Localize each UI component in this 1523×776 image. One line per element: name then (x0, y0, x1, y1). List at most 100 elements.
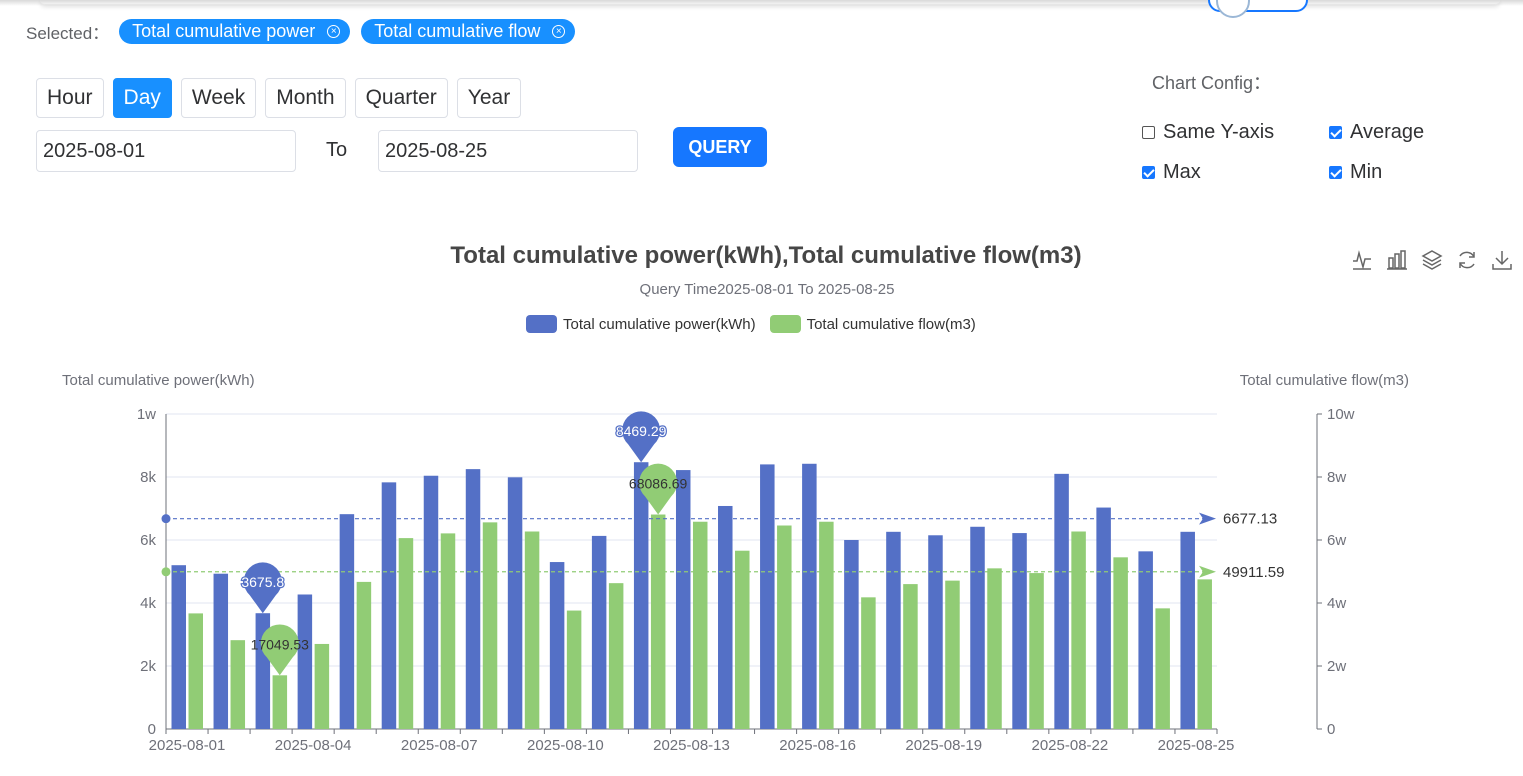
legend-label: Total cumulative flow(m3) (806, 315, 976, 333)
average-power-arrow (1199, 512, 1216, 525)
close-circle-icon[interactable]: × (327, 24, 341, 38)
average-flow-start-dot (161, 567, 171, 577)
bar-power (1096, 507, 1111, 729)
period-day-button[interactable]: Day (112, 78, 172, 118)
bar-flow (650, 514, 666, 729)
x-tick-label: 2025-08-19 (905, 737, 982, 754)
bar-flow (987, 568, 1002, 729)
min-flow-pin (260, 624, 299, 676)
legend-swatch (526, 315, 557, 333)
y-right-tick-label: 4w (1327, 595, 1346, 612)
y-left-tick-label: 0 (148, 721, 156, 738)
bar-power (760, 464, 775, 729)
checkbox-label: Min (1350, 161, 1383, 183)
period-quarter-button[interactable]: Quarter (354, 78, 448, 118)
max-flow-pin (639, 463, 678, 515)
max-checkbox[interactable]: Max (1142, 161, 1201, 184)
y-right-tick-label: 8w (1327, 469, 1346, 486)
bar-flow (188, 613, 203, 729)
tag-label: Total cumulative flow (374, 20, 541, 41)
legend-item-power[interactable]: Total cumulative power(kWh) (526, 315, 756, 333)
bar-flow (903, 584, 918, 729)
checkbox-box[interactable] (1329, 126, 1342, 139)
bar-flow (566, 610, 582, 729)
bar-flow (356, 581, 372, 729)
bar-power (1054, 473, 1069, 729)
bar-power (970, 526, 985, 729)
download-icon[interactable] (1490, 248, 1514, 272)
x-tick-label: 2025-08-04 (275, 737, 352, 754)
start-date-input[interactable]: 2025-08-01 (36, 130, 296, 172)
bar-flow (692, 521, 708, 729)
period-year-button[interactable]: Year (456, 78, 522, 118)
min-checkbox[interactable]: Min (1329, 161, 1382, 184)
bar-flow (272, 675, 288, 729)
bar-flow (945, 580, 960, 729)
y-left-tick-label: 2k (140, 658, 156, 675)
same-y-axis-checkbox[interactable]: Same Y-axis (1142, 121, 1274, 144)
legend-item-flow[interactable]: Total cumulative flow(m3) (769, 315, 976, 333)
selected-tags-row: Selected： Total cumulative power × Total… (26, 18, 586, 44)
x-tick-label: 2025-08-10 (527, 737, 604, 754)
tag-total-cumulative-flow[interactable]: Total cumulative flow × (361, 18, 576, 44)
bar-flow (777, 525, 792, 729)
chart-legend: Total cumulative power(kWh) Total cumula… (526, 315, 990, 333)
stack-icon[interactable] (1420, 248, 1444, 272)
y-left-tick-label: 6k (140, 532, 156, 549)
bar-flow (1155, 608, 1170, 729)
bar-power (844, 540, 859, 729)
period-hour-button[interactable]: Hour (36, 78, 104, 118)
average-checkbox[interactable]: Average (1329, 121, 1424, 144)
bar-power (886, 531, 901, 729)
bar-chart-icon[interactable] (1385, 248, 1409, 272)
y-right-tick-label: 10w (1327, 406, 1355, 423)
bar-flow (1071, 531, 1086, 729)
chart-subtitle: Query Time2025-08-01 To 2025-08-25 (639, 281, 895, 298)
min-flow-label: 17049.53 (251, 636, 310, 652)
x-tick-label: 2025-08-07 (401, 737, 478, 754)
max-power-label: 8469.29 (616, 423, 667, 439)
period-week-button[interactable]: Week (180, 78, 257, 118)
bar-flow (1197, 579, 1212, 729)
tag-total-cumulative-power[interactable]: Total cumulative power × (119, 18, 351, 44)
y-left-axis-title: Total cumulative power(kWh) (62, 372, 255, 389)
checkbox-box[interactable] (1142, 166, 1155, 179)
bar-power (213, 573, 229, 729)
bar-power (423, 475, 439, 729)
query-button[interactable]: QUERY (673, 127, 767, 167)
bar-flow (482, 522, 498, 729)
bar-power (339, 514, 355, 729)
min-power-label: 3675.8 (241, 574, 284, 590)
bar-power (675, 470, 691, 729)
refresh-icon[interactable] (1455, 248, 1479, 272)
checkbox-box[interactable] (1142, 126, 1155, 139)
y-left-tick-label: 1w (137, 406, 156, 423)
bar-power (718, 505, 733, 729)
mode-toggle[interactable] (1208, 0, 1308, 18)
legend-swatch (769, 315, 801, 333)
bar-power (507, 477, 523, 729)
to-label: To (326, 139, 348, 161)
checkbox-label: Max (1163, 161, 1201, 183)
period-selector: Hour Day Week Month Quarter Year (36, 78, 530, 118)
bar-power (549, 562, 565, 729)
average-flow-label: 49911.59 (1223, 564, 1284, 581)
bar-power (171, 565, 186, 729)
end-date-input[interactable]: 2025-08-25 (378, 130, 638, 172)
bar-power (297, 594, 313, 729)
close-circle-icon[interactable]: × (552, 24, 566, 38)
bar-flow (398, 538, 414, 729)
chart-toolbox (1350, 248, 1523, 272)
top-panel-edge (40, 0, 1500, 5)
selected-label: Selected： (26, 23, 110, 43)
y-right-tick-label: 0 (1327, 721, 1335, 738)
line-chart-icon[interactable] (1350, 248, 1374, 272)
average-flow-arrow (1199, 565, 1216, 578)
checkbox-box[interactable] (1329, 166, 1342, 179)
checkbox-label: Average (1350, 121, 1425, 143)
y-right-axis-title: Total cumulative flow(m3) (1240, 372, 1409, 389)
x-tick-label: 2025-08-25 (1158, 737, 1235, 754)
x-tick-label: 2025-08-16 (779, 737, 856, 754)
period-month-button[interactable]: Month (265, 78, 346, 118)
